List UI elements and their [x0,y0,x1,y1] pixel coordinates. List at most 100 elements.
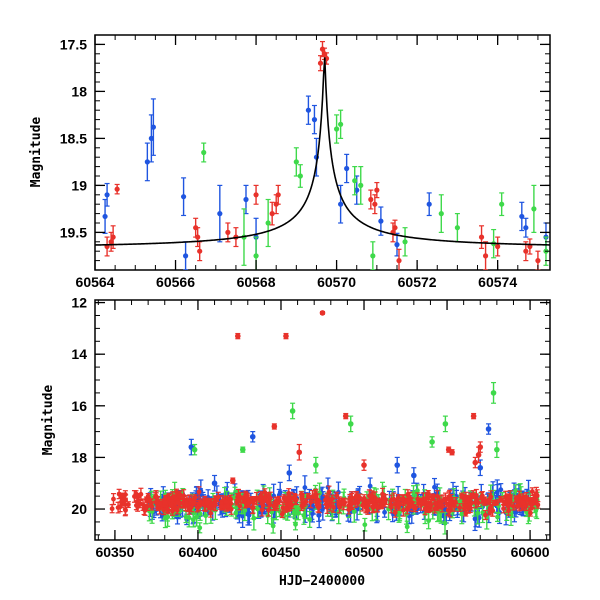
data-point [382,509,387,515]
data-point [125,502,131,507]
data-point [201,149,207,156]
data-point [120,497,126,503]
data-point [182,253,189,259]
data-point [230,477,236,484]
series-2 [109,310,541,521]
data-point [114,186,120,192]
data-point [108,239,114,245]
data-point [251,515,257,521]
data-point [102,213,108,220]
data-point [374,187,380,193]
y-tick-label: 14 [71,346,87,362]
data-point [494,446,500,453]
x-tick-label: 60566 [156,274,195,290]
data-point [470,413,477,419]
data-point [293,159,299,165]
data-point [316,512,322,518]
top-y-ticks: 17.5 18 18.5 19 19.5 [60,34,550,271]
data-point [469,500,474,506]
data-point [150,124,156,130]
data-point [342,413,349,419]
data-point [313,462,319,468]
data-point [165,514,171,520]
data-point [392,225,398,231]
data-point [354,187,360,193]
x-tick-label: 60570 [317,274,356,290]
data-point [394,242,400,248]
x-tick-label: 60600 [511,544,550,560]
data-point [218,503,224,509]
plot-area [109,310,541,535]
data-point [338,121,344,127]
data-point [374,504,380,510]
data-point [111,496,116,502]
y-tick-label: 20 [71,501,87,517]
data-point [416,500,421,506]
data-point [400,507,406,513]
data-point [211,480,218,487]
data-point [300,503,306,509]
bottom-plot-frame [94,299,551,541]
data-point [406,493,411,499]
data-point [192,495,198,501]
data-point [361,462,367,468]
bottom-y-axis-label: Magnitude [41,385,56,456]
bottom-x-ticks: 60350 60400 60450 60500 60550 60600 [95,300,550,560]
data-point [250,500,256,505]
data-point [293,521,298,527]
data-point [378,218,384,224]
data-point [235,333,241,339]
data-point [246,500,251,505]
x-tick-label: 60350 [95,544,134,560]
data-point [305,493,311,499]
data-point [442,421,449,427]
x-tick-label: 60450 [262,544,301,560]
data-point [370,253,376,259]
data-point [337,504,342,510]
data-point [144,159,150,165]
data-point [380,491,386,497]
plot-area [95,40,550,270]
data-point [451,503,457,509]
x-tick-label: 60500 [345,544,384,560]
top-y-axis-label: Magnitude [29,117,44,188]
data-point [402,239,408,245]
data-point [295,510,301,516]
data-point [370,505,376,510]
data-point [490,390,497,396]
y-tick-label: 16 [71,398,87,414]
data-point [352,178,358,184]
x-tick-label: 60568 [237,274,276,290]
data-point [352,500,358,506]
data-point [523,248,529,254]
data-point [501,506,506,512]
data-point [257,496,263,502]
data-point [396,258,402,264]
data-point [513,496,519,502]
data-point [222,504,228,510]
data-point [313,494,319,500]
data-point [495,514,500,520]
data-point [487,505,493,511]
data-point [266,507,271,513]
data-point [336,509,342,515]
data-point [396,500,402,506]
data-point [274,500,280,506]
data-point [327,502,333,508]
y-tick-label: 18 [71,83,87,99]
data-point [531,206,537,212]
data-point [358,182,364,188]
data-point [479,495,484,501]
data-point [360,502,366,508]
data-point [213,496,219,502]
data-point [250,505,255,510]
data-point [463,510,469,516]
data-point [388,504,394,510]
data-point [437,501,443,507]
data-point [421,499,427,505]
data-point [198,499,203,505]
data-point [265,220,271,226]
data-point [459,511,465,517]
data-point [162,500,168,505]
